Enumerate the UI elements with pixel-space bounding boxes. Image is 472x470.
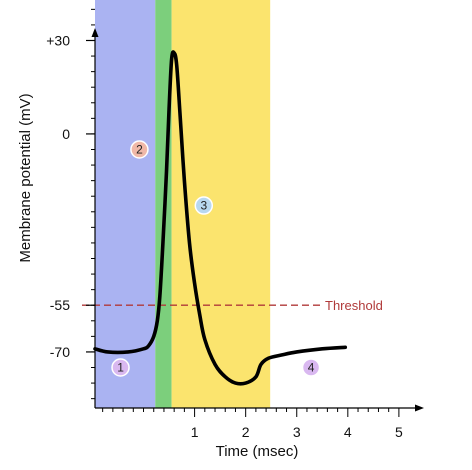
x-axis-arrow — [415, 404, 424, 412]
phase-marker-label-2: 2 — [136, 142, 143, 156]
phase-markers: 1 2 3 4 — [111, 140, 321, 377]
axes: 1 2 3 4 5 +30 0 -55 -70 — [46, 8, 424, 440]
phase-marker-label-4: 4 — [308, 361, 315, 375]
x-tick-label: 2 — [242, 424, 250, 440]
phase-marker-label-3: 3 — [200, 199, 207, 213]
x-tick-label: 5 — [395, 424, 403, 440]
x-axis-title: Time (msec) — [216, 443, 299, 460]
phase-marker-circle-1 — [111, 358, 130, 377]
phase-marker-circle-3 — [194, 196, 214, 215]
y-axis-title: Membrane potential (mV) — [17, 93, 34, 262]
y-tick-label: -70 — [50, 344, 70, 360]
threshold-line: Threshold — [82, 298, 383, 313]
phase-band-3 — [171, 0, 271, 408]
phase-marker-circle-4 — [301, 358, 321, 377]
y-tick-label: +30 — [46, 32, 70, 48]
series — [93, 50, 348, 386]
y-tick-label: -55 — [50, 297, 70, 313]
y-tick-label: 0 — [62, 126, 70, 142]
x-tick-label: 4 — [344, 424, 352, 440]
x-tick-label: 3 — [293, 424, 301, 440]
phase-marker-circle-2 — [130, 140, 149, 159]
membrane-potential-line-1 — [93, 50, 348, 386]
threshold-label: Threshold — [325, 298, 383, 313]
phase-band-1 — [95, 0, 156, 408]
phase-marker-label-1: 1 — [117, 361, 124, 375]
y-axis-arrow — [91, 28, 99, 37]
phase-bands — [95, 0, 271, 408]
x-tick-label: 1 — [191, 424, 199, 440]
